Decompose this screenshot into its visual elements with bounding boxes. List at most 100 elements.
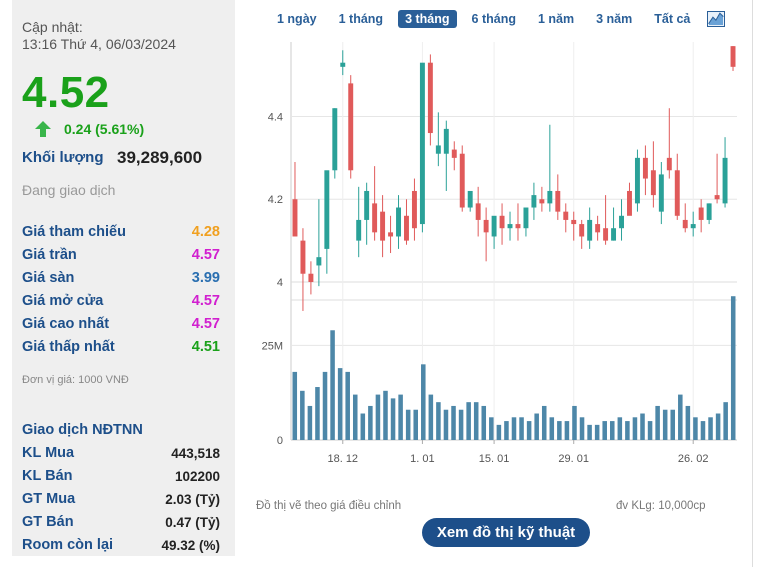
volume-bar [519,417,524,440]
volume-bar [421,364,426,440]
candle-body [364,190,370,220]
volume-bar [451,405,456,440]
x-tick-label: 15. 01 [479,453,510,465]
candle-body [348,83,354,171]
volume-bar [383,390,388,440]
x-tick-label: 26. 02 [678,453,709,465]
candle-body [419,62,425,225]
candle-body [388,232,394,237]
foreign-row: KL Bán 102200 [22,468,220,491]
candle-body [340,62,346,67]
x-tick-label: 1. 01 [410,453,434,465]
volume-bar [390,398,396,440]
foreign-row-value: 102200 [174,469,220,484]
foreign-title: Giao dịch NĐTNN [22,422,143,438]
candle-body [515,224,521,229]
volume-bar [489,417,494,440]
candle-body [730,46,736,67]
price-row-label: Giá sàn [22,270,75,286]
tab-1-year[interactable]: 1 năm [537,12,575,26]
price-tick-label: 4.4 [268,111,283,123]
candle-body [595,224,601,233]
foreign-trading: Giao dịch NĐTNN KL Mua 443,518 KL Bán 1022… [22,422,220,560]
tab-all[interactable]: Tất cả [654,12,691,26]
quote-panel: Cập nhật: 13:16 Thứ 4, 06/03/2024 4.52 0… [12,0,235,556]
volume-bar [647,421,653,440]
volume-bar [610,421,615,440]
price-volume-chart: 4 4.2 4.4 0 25M 18. 12 1. 01 15. 01 29. 01 26. 02 [262,42,737,465]
candle-body [642,157,648,179]
volume-bar [526,421,532,440]
candle-body [698,207,704,220]
updated-label: Cập nhật: [22,19,83,35]
price-tick-label: 4.2 [268,194,283,206]
volume-bar [655,405,660,440]
volume-bar [602,421,607,440]
volume-bar [458,409,464,440]
price-row-label: Giá mở cửa [22,293,104,309]
price-change: 0.24 (5.61%) [64,121,145,137]
candle-body [372,203,378,233]
price-row: Giá thấp nhất 4.51 [22,339,220,362]
volume-bar [730,296,736,440]
volume-bar [322,371,328,440]
volume-value: 39,289,600 [117,148,203,167]
tab-1-day[interactable]: 1 ngày [277,12,317,26]
tab-3-months[interactable]: 3 tháng [398,10,457,28]
price-row-label: Giá trần [22,247,77,263]
volume-bar [368,405,373,440]
candle-body [714,195,720,200]
foreign-row-label: KL Mua [22,445,75,461]
volume-bar [428,394,434,440]
candle-body [411,190,417,229]
volume-bar [579,417,585,440]
foreign-row: GT Bán 0.47 (Tỷ) [22,514,220,537]
candle-body [587,219,593,241]
candle-body [499,215,505,229]
volume-bar [330,330,335,440]
price-row-value: 4.57 [191,293,220,309]
candle-body [467,190,473,208]
tab-6-months[interactable]: 6 tháng [471,12,516,26]
candle-body [674,170,680,216]
price-row-value: 4.51 [191,339,220,355]
arrow-up-icon [35,121,51,137]
candle-body [451,149,457,158]
volume-bar [511,417,517,440]
price-row-value: 4.28 [191,224,220,240]
price-list: Giá tham chiếu 4.28 Giá trần 4.57 Giá sàn 3… [22,224,220,362]
trading-status: Đang giao dịch [22,182,116,198]
volume-tick-label: 25M [262,340,283,352]
chart-type-icon[interactable] [707,11,726,27]
candle-body [491,215,497,237]
technical-chart-button[interactable]: Xem đồ thị kỹ thuật [422,518,590,547]
candle-body [523,207,529,229]
volume-bar [564,421,570,440]
volume-bar [292,371,298,440]
tab-3-years[interactable]: 3 năm [596,12,633,26]
volume-bar [352,394,358,440]
price-row-value: 3.99 [191,270,220,286]
updated-time: 13:16 Thứ 4, 06/03/2024 [22,36,176,52]
candle-body [563,211,569,220]
chart-note-adjusted: Đồ thị vẽ theo giá điều chỉnh [256,500,402,512]
candle-body [722,157,728,204]
foreign-row-label: GT Bán [22,514,74,530]
current-price: 4.52 [22,68,110,117]
price-tick-label: 4 [277,277,283,289]
price-row-label: Giá tham chiếu [22,224,126,240]
volume-bar [587,424,592,440]
tab-1-month[interactable]: 1 tháng [338,12,384,26]
volume-bar [678,394,683,440]
volume-bar [594,424,600,440]
candle-body [292,199,298,237]
candle-body [396,207,401,237]
volume-bar [443,409,449,440]
candle-body [435,145,441,154]
price-row-label: Giá cao nhất [22,316,110,332]
candle-body [459,153,465,208]
volume-bar [557,421,562,440]
price-row: Giá tham chiếu 4.28 [22,224,220,247]
candle-body [483,219,489,233]
volume-bar [640,413,645,440]
